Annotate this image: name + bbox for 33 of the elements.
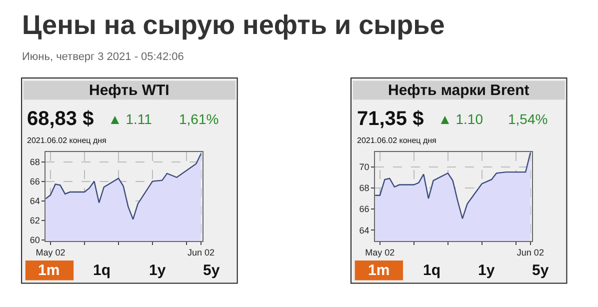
- text: 5y: [532, 262, 550, 279]
- text: ▲ 1.11: [108, 111, 152, 127]
- chart-title: Нефть WTI: [89, 82, 170, 99]
- text: 1,61%: [179, 111, 219, 127]
- y-tick-label: 60: [30, 234, 40, 245]
- y-tick-label: 62: [30, 215, 40, 226]
- text: 1m: [368, 262, 390, 279]
- text: 1y: [149, 262, 166, 279]
- text: Цены на сырую нефть и сырье: [22, 10, 445, 40]
- text: 71,35 $: [357, 108, 424, 130]
- text: 1q: [93, 262, 111, 279]
- y-tick-label: 66: [30, 176, 40, 186]
- text: 2021.06.02 конец дня: [27, 136, 106, 145]
- y-tick-label: 68: [30, 156, 40, 167]
- x-tick-label: Jun 02: [188, 248, 215, 258]
- x-tick-label: May 02: [365, 248, 395, 258]
- y-tick-label: 64: [359, 225, 370, 236]
- text: 1m: [38, 262, 60, 279]
- y-tick-label: 70: [359, 162, 370, 172]
- text: 5y: [203, 262, 220, 279]
- chart-title: Нефть марки Brent: [388, 82, 530, 99]
- text: 2021.06.02 конец дня: [357, 136, 436, 145]
- x-tick-label: Jun 02: [516, 248, 544, 258]
- text: 1y: [478, 262, 496, 279]
- text: Июнь, четверг 3 2021 - 05:42:06: [22, 51, 184, 63]
- y-tick-label: 66: [359, 204, 370, 214]
- x-tick-label: May 02: [36, 248, 66, 258]
- text: 1,54%: [508, 111, 548, 127]
- y-tick-label: 68: [359, 183, 370, 194]
- y-tick-label: 64: [30, 196, 40, 206]
- text: 1q: [423, 262, 441, 279]
- text: ▲ 1.10: [438, 111, 484, 127]
- text: 68,83 $: [27, 108, 94, 130]
